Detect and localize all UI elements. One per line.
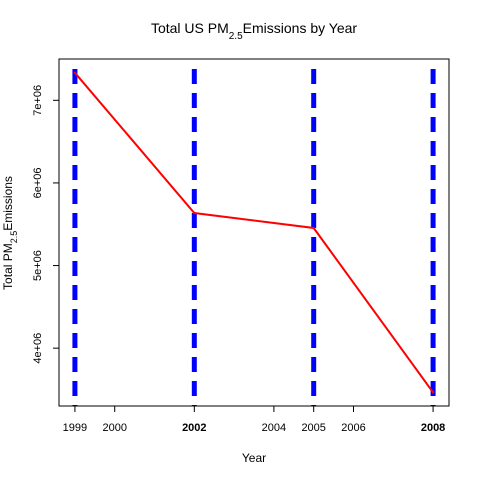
chart-title-subscript: 2.5 [229, 31, 243, 42]
x-axis-ticks: 1999 2000 2002 2004 2005 2006 2008 [63, 406, 445, 434]
x-axis-label: Year [242, 451, 266, 465]
emissions-point [312, 226, 315, 230]
x-tick-label: 2000 [102, 422, 126, 434]
chart-title: Total US PM2.5Emissions by Year [151, 20, 357, 42]
y-axis-label: Total PM2.5Emissions [1, 176, 19, 290]
data-series [73, 71, 435, 394]
emissions-point [73, 71, 77, 75]
y-tick-label: 4e+06 [32, 333, 44, 364]
emissions-point [431, 391, 435, 394]
emissions-point [193, 211, 196, 215]
emissions-line [74, 72, 434, 394]
y-axis-label-subscript: 2.5 [9, 231, 19, 244]
y-tick-label: 7e+06 [32, 85, 44, 116]
vertical-reference-lines [72, 69, 436, 406]
x-tick-label: 2006 [341, 422, 365, 434]
chart-title-prefix: Total US PM [151, 20, 229, 36]
y-axis-label-prefix: Total PM [1, 243, 15, 290]
plot-border [58, 58, 450, 407]
y-tick-label: 6e+06 [32, 167, 44, 198]
y-tick-label: 5e+06 [32, 250, 44, 281]
x-tick-label: 2004 [262, 422, 286, 434]
x-tick-label: 1999 [63, 422, 87, 434]
y-axis-label-suffix: Emissions [1, 176, 15, 231]
x-tick-label: 2005 [301, 422, 325, 434]
x-tick-label: 2002 [182, 422, 206, 434]
chart-title-suffix: Emissions by Year [243, 20, 358, 36]
x-tick-label: 2008 [421, 422, 445, 434]
y-axis-ticks: 4e+06 5e+06 6e+06 7e+06 [32, 85, 59, 364]
